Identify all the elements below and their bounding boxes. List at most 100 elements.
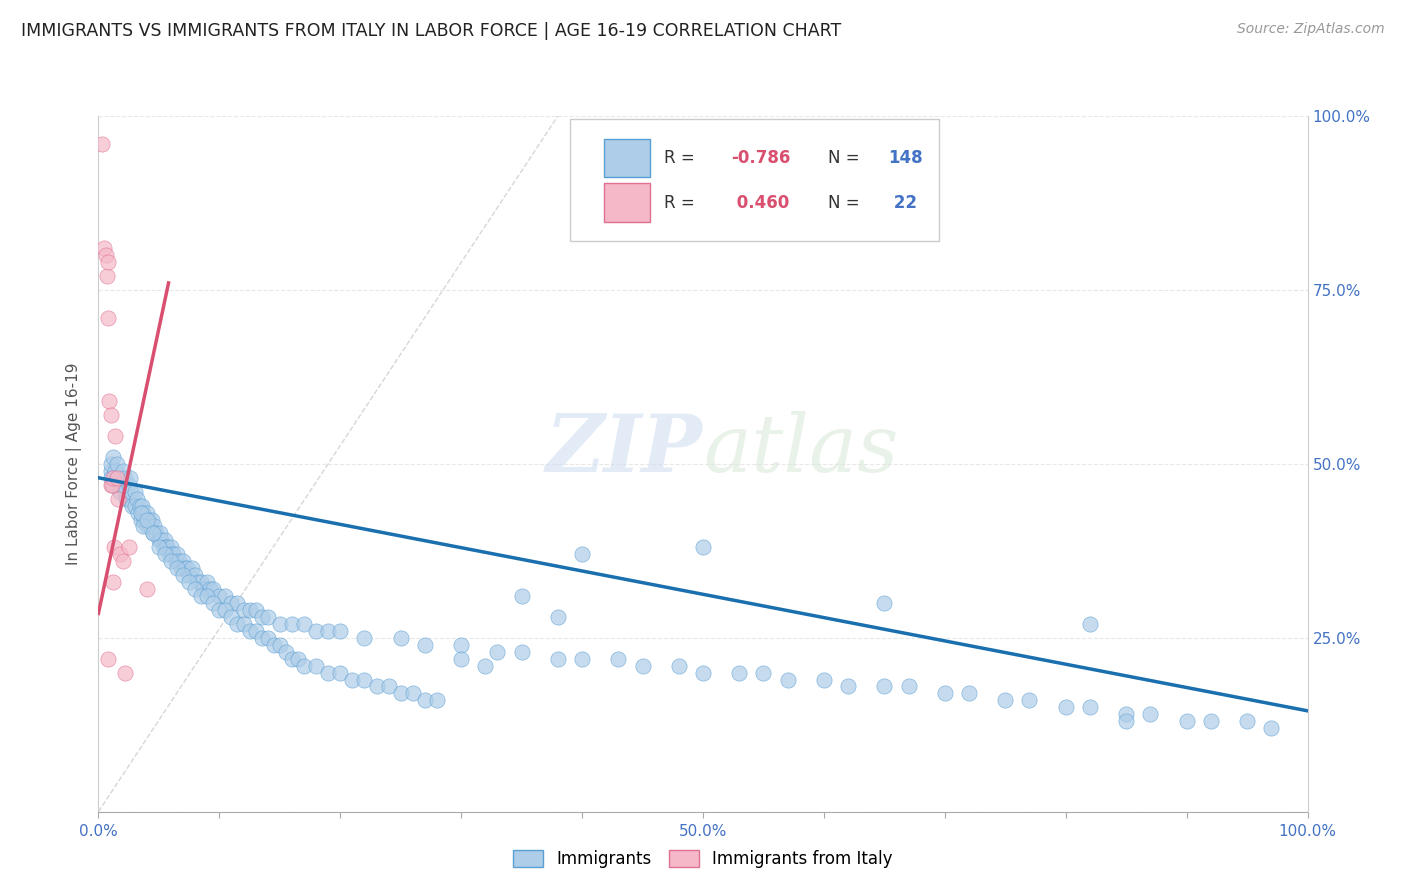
Point bbox=[100, 471, 122, 485]
Point bbox=[389, 631, 412, 645]
Point bbox=[198, 582, 221, 596]
Point bbox=[184, 568, 207, 582]
Point bbox=[149, 526, 172, 541]
Point bbox=[377, 680, 399, 694]
Point bbox=[208, 589, 231, 603]
Point bbox=[98, 394, 121, 409]
Point bbox=[305, 624, 328, 638]
Point bbox=[353, 631, 375, 645]
Point bbox=[263, 638, 285, 652]
Point bbox=[93, 241, 115, 255]
Point bbox=[148, 541, 170, 555]
Point bbox=[160, 554, 183, 568]
Point bbox=[221, 596, 243, 610]
Point bbox=[631, 658, 654, 673]
Point bbox=[1115, 707, 1137, 722]
Point bbox=[1078, 700, 1101, 714]
Point bbox=[101, 477, 124, 491]
Point bbox=[160, 547, 183, 561]
Point bbox=[202, 596, 225, 610]
Point bbox=[180, 561, 202, 575]
Point bbox=[510, 645, 533, 659]
Point bbox=[250, 631, 273, 645]
Point bbox=[97, 255, 120, 269]
Point bbox=[1175, 714, 1198, 729]
Text: 22: 22 bbox=[889, 194, 917, 211]
Point bbox=[571, 547, 593, 561]
Point bbox=[172, 568, 194, 582]
Point bbox=[193, 582, 215, 596]
Point bbox=[269, 616, 291, 631]
Point bbox=[873, 596, 896, 610]
Point bbox=[103, 541, 125, 555]
Point bbox=[250, 610, 273, 624]
Point bbox=[226, 596, 249, 610]
Point bbox=[127, 491, 149, 506]
Point bbox=[873, 680, 896, 694]
Point bbox=[329, 624, 352, 638]
Point bbox=[187, 575, 209, 590]
Point bbox=[118, 491, 141, 506]
Text: 0.460: 0.460 bbox=[731, 194, 789, 211]
Point bbox=[329, 665, 352, 680]
Point bbox=[124, 484, 146, 499]
Point bbox=[152, 541, 174, 555]
Point bbox=[156, 541, 179, 555]
Point bbox=[176, 561, 198, 575]
Point bbox=[245, 624, 267, 638]
Point bbox=[166, 547, 188, 561]
Point bbox=[226, 616, 249, 631]
Point bbox=[115, 491, 138, 506]
Point bbox=[118, 541, 141, 555]
Point bbox=[97, 651, 120, 665]
Point bbox=[214, 589, 236, 603]
Point bbox=[129, 512, 152, 526]
Text: ZIP: ZIP bbox=[546, 411, 703, 489]
Point bbox=[450, 638, 472, 652]
Point bbox=[190, 575, 212, 590]
Point bbox=[232, 603, 254, 617]
Point bbox=[160, 541, 183, 555]
Point bbox=[121, 499, 143, 513]
Point bbox=[150, 533, 173, 548]
Point bbox=[114, 665, 136, 680]
Point bbox=[1260, 721, 1282, 735]
Point bbox=[101, 575, 124, 590]
Point bbox=[111, 464, 134, 478]
Point bbox=[139, 519, 162, 533]
Point bbox=[1018, 693, 1040, 707]
Point bbox=[1236, 714, 1258, 729]
Text: -0.786: -0.786 bbox=[731, 149, 790, 167]
Point bbox=[195, 575, 218, 590]
Text: R =: R = bbox=[664, 149, 700, 167]
Point bbox=[132, 519, 155, 533]
Point bbox=[165, 554, 187, 568]
Point bbox=[776, 673, 799, 687]
Point bbox=[111, 477, 134, 491]
Point bbox=[353, 673, 375, 687]
Point bbox=[114, 484, 136, 499]
Point bbox=[100, 477, 122, 491]
Point bbox=[135, 582, 157, 596]
Point bbox=[837, 680, 859, 694]
Point bbox=[1199, 714, 1222, 729]
Point bbox=[104, 429, 127, 443]
Point bbox=[105, 471, 128, 485]
Point bbox=[108, 547, 131, 561]
Point bbox=[202, 582, 225, 596]
Point bbox=[1115, 714, 1137, 729]
Point bbox=[256, 631, 278, 645]
Point bbox=[692, 541, 714, 555]
Text: R =: R = bbox=[664, 194, 700, 211]
Point bbox=[138, 512, 160, 526]
Point bbox=[190, 589, 212, 603]
Point bbox=[100, 457, 122, 471]
Text: IMMIGRANTS VS IMMIGRANTS FROM ITALY IN LABOR FORCE | AGE 16-19 CORRELATION CHART: IMMIGRANTS VS IMMIGRANTS FROM ITALY IN L… bbox=[21, 22, 841, 40]
Point bbox=[221, 610, 243, 624]
Point bbox=[245, 603, 267, 617]
Point bbox=[169, 554, 191, 568]
Point bbox=[143, 519, 166, 533]
Point bbox=[141, 512, 163, 526]
Text: atlas: atlas bbox=[703, 411, 898, 489]
Point bbox=[1054, 700, 1077, 714]
